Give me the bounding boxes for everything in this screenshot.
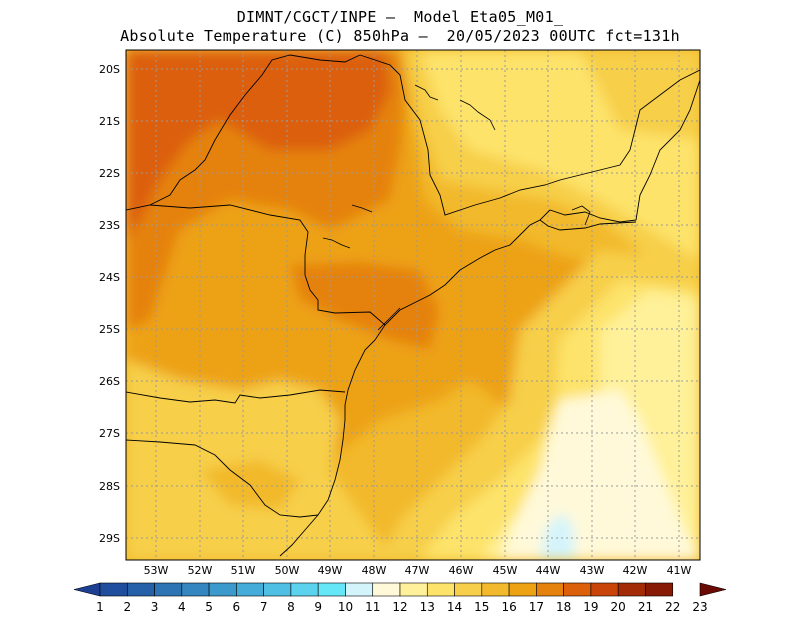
- colorbar-segment: [590, 582, 619, 597]
- colorbar-label: 6: [233, 600, 241, 614]
- colorbar-segment: [154, 582, 183, 597]
- lat-label: 29S: [99, 532, 120, 545]
- lon-label: 51W: [231, 564, 256, 577]
- colorbar-segment: [263, 582, 292, 597]
- colorbar-label: 22: [665, 600, 680, 614]
- colorbar-segment: [454, 582, 483, 597]
- colorbar-segment: [290, 582, 319, 597]
- colorbar-segment: [563, 582, 592, 597]
- colorbar-segment: [426, 582, 455, 597]
- lon-label: 42W: [623, 564, 648, 577]
- colorbar-label: 1: [96, 600, 104, 614]
- colorbar-label: 14: [447, 600, 462, 614]
- lon-label: 43W: [580, 564, 605, 577]
- lon-label: 52W: [188, 564, 213, 577]
- lon-label: 46W: [449, 564, 474, 577]
- colorbar-segment: [617, 582, 646, 597]
- lat-label: 21S: [99, 115, 120, 128]
- colorbar-label: 8: [287, 600, 295, 614]
- lat-label: 26S: [99, 375, 120, 388]
- colorbar-label: 10: [338, 600, 353, 614]
- lon-label: 50W: [275, 564, 300, 577]
- colorbar-label: 12: [392, 600, 407, 614]
- colorbar-segment: [536, 582, 564, 597]
- colorbar-segment: [345, 582, 374, 597]
- lon-label: 47W: [405, 564, 430, 577]
- colorbar-label: 7: [260, 600, 268, 614]
- map-frame: [125, 49, 701, 561]
- title-line-2: Absolute Temperature (C) 850hPa – 20/05/…: [120, 27, 680, 45]
- lon-label: 41W: [667, 564, 692, 577]
- lon-label: 45W: [493, 564, 518, 577]
- colorbar-label: 18: [556, 600, 571, 614]
- colorbar-segment: [372, 582, 401, 597]
- longitude-axis: 53W 52W 51W 50W 49W 48W 47W 46W 45W 44W …: [144, 564, 692, 577]
- colorbar-label: 2: [123, 600, 131, 614]
- lat-label: 20S: [99, 63, 120, 76]
- colorbar-segment: [181, 582, 210, 597]
- colorbar-label: 3: [151, 600, 159, 614]
- colorbar-arrow-right: [699, 582, 727, 597]
- lakes-and-rivers: [322, 84, 591, 331]
- colorbar-label: 11: [365, 600, 380, 614]
- colorbar-label: 9: [314, 600, 322, 614]
- colorbar-label: 19: [583, 600, 598, 614]
- lat-label: 23S: [99, 219, 120, 232]
- lon-label: 48W: [362, 564, 387, 577]
- colorbar-segment: [208, 582, 237, 597]
- lat-label: 28S: [99, 480, 120, 493]
- colorbar-label: 17: [529, 600, 544, 614]
- colorbar-label: 5: [205, 600, 213, 614]
- colorbar-segment: [645, 582, 674, 597]
- colorbar: 1 2 3 4 5 6 7 8 9 10 11 12 13 14 15 16 17 18 19 20 21 22 23: [73, 582, 727, 614]
- lat-label: 22S: [99, 167, 120, 180]
- colorbar-label: 21: [638, 600, 653, 614]
- colorbar-label: 20: [611, 600, 626, 614]
- colorbar-segment: [126, 582, 155, 597]
- colorbar-segment: [317, 582, 346, 597]
- temperature-field: [126, 50, 700, 560]
- latitude-axis: 20S 21S 22S 23S 24S 25S 26S 27S 28S 29S: [99, 63, 120, 545]
- lon-label: 53W: [144, 564, 169, 577]
- title-line-1: DIMNT/CGCT/INPE – Model Eta05_M01_: [236, 8, 564, 26]
- lat-label: 27S: [99, 427, 120, 440]
- colorbar-label: 4: [178, 600, 186, 614]
- colorbar-label: 16: [501, 600, 516, 614]
- colorbar-segment: [99, 582, 128, 597]
- colorbar-segment: [236, 582, 264, 597]
- lon-label: 49W: [318, 564, 343, 577]
- colorbar-segment: [399, 582, 428, 597]
- colorbar-label: 13: [420, 600, 435, 614]
- lat-label: 25S: [99, 323, 120, 336]
- colorbar-arrow-left: [73, 582, 101, 597]
- lat-label: 24S: [99, 271, 120, 284]
- colorbar-label: 23: [692, 600, 707, 614]
- coastline-and-borders: [126, 54, 700, 557]
- colorbar-segment: [481, 582, 510, 597]
- colorbar-label: 15: [474, 600, 489, 614]
- lon-label: 44W: [536, 564, 561, 577]
- colorbar-segment: [508, 582, 537, 597]
- graticule: [126, 50, 700, 560]
